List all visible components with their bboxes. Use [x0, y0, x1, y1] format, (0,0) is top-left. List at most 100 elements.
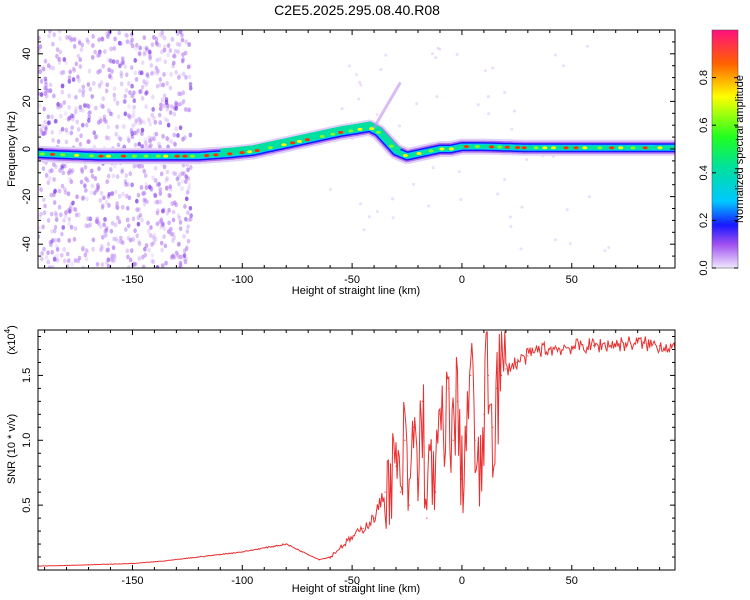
- noise-speck: [116, 215, 120, 221]
- noise-speck: [358, 80, 362, 84]
- noise-speck: [585, 44, 589, 48]
- noise-speck: [38, 69, 43, 75]
- noise-speck: [55, 47, 60, 53]
- noise-speck: [48, 82, 53, 88]
- noise-speck: [41, 224, 45, 230]
- noise-speck: [64, 139, 69, 145]
- noise-speck: [79, 179, 84, 185]
- noise-speck: [39, 187, 44, 193]
- snr-y-tick-label: 1.0: [21, 433, 33, 448]
- noise-speck: [67, 75, 72, 81]
- noise-speck: [49, 239, 54, 245]
- noise-speck: [107, 191, 112, 197]
- noise-speck: [160, 263, 165, 268]
- ridge-peak: [463, 145, 469, 149]
- noise-speck: [128, 114, 132, 120]
- noise-speck: [115, 238, 120, 244]
- noise-speck: [163, 116, 168, 122]
- noise-speck: [132, 98, 137, 104]
- snr-x-tick-label: -100: [231, 575, 253, 587]
- noise-speck: [430, 52, 434, 56]
- noise-speck: [100, 234, 105, 240]
- noise-speck: [147, 135, 152, 141]
- noise-speck: [119, 73, 124, 79]
- noise-speck: [184, 174, 188, 180]
- noise-speck: [145, 199, 150, 205]
- colorbar-tick-label: 0.8: [698, 70, 710, 85]
- snr-point: [285, 543, 287, 545]
- noise-speck: [134, 118, 139, 124]
- snr-point: [487, 374, 489, 377]
- noise-speck: [53, 164, 58, 170]
- noise-speck: [49, 167, 54, 173]
- noise-speck: [136, 215, 141, 220]
- noise-speck: [164, 178, 168, 184]
- noise-speck: [68, 69, 72, 75]
- noise-speck: [132, 163, 137, 169]
- noise-speck: [91, 43, 95, 48]
- noise-speck: [125, 248, 130, 254]
- noise-speck: [48, 88, 53, 94]
- noise-speck: [134, 76, 139, 82]
- spectrogram-y-tick-label: -20: [21, 189, 33, 205]
- noise-speck: [79, 47, 84, 53]
- noise-speck: [169, 72, 173, 77]
- noise-speck: [130, 182, 134, 188]
- noise-speck: [181, 57, 185, 62]
- noise-speck: [146, 228, 151, 234]
- noise-speck: [86, 118, 91, 123]
- noise-speck: [38, 214, 42, 220]
- noise-speck: [186, 167, 190, 173]
- noise-speck: [74, 106, 78, 112]
- noise-speck: [164, 100, 169, 105]
- noise-speck: [150, 42, 155, 48]
- noise-speck: [137, 163, 142, 169]
- noise-speck: [178, 42, 182, 47]
- noise-speck: [80, 122, 85, 128]
- snr-point: [465, 426, 467, 428]
- noise-speck: [136, 192, 141, 198]
- noise-speck: [178, 125, 183, 131]
- noise-speck: [50, 114, 54, 120]
- noise-speck: [162, 164, 167, 170]
- noise-speck: [510, 127, 514, 131]
- noise-speck: [169, 139, 174, 145]
- noise-speck: [148, 232, 153, 238]
- noise-speck: [186, 64, 191, 70]
- noise-speck: [160, 33, 164, 39]
- noise-speck: [165, 176, 169, 182]
- noise-speck: [95, 261, 100, 267]
- noise-speck: [47, 120, 52, 126]
- noise-speck: [158, 106, 163, 112]
- noise-speck: [111, 258, 115, 264]
- noise-speck: [42, 246, 46, 252]
- noise-speck: [176, 241, 181, 247]
- snr-point: [413, 426, 415, 428]
- noise-speck: [124, 182, 128, 187]
- noise-speck: [154, 131, 159, 137]
- snr-point: [417, 478, 419, 480]
- noise-speck: [168, 186, 173, 192]
- noise-speck: [55, 53, 59, 59]
- noise-speck: [113, 189, 118, 195]
- noise-speck: [142, 79, 146, 85]
- ridge-peak: [296, 139, 303, 143]
- noise-speck: [135, 162, 140, 168]
- snr-point: [448, 387, 450, 389]
- noise-speck: [178, 220, 183, 225]
- snr-point: [307, 553, 309, 556]
- noise-speck: [71, 77, 76, 82]
- noise-speck: [184, 216, 188, 222]
- noise-speck: [496, 192, 500, 196]
- noise-speck: [186, 64, 191, 70]
- noise-speck: [83, 183, 87, 189]
- noise-speck: [111, 59, 116, 65]
- ridge-peak: [542, 146, 548, 150]
- noise-speck: [120, 240, 125, 246]
- noise-speck: [52, 32, 56, 38]
- noise-speck: [179, 91, 183, 97]
- noise-speck: [75, 194, 79, 200]
- noise-speck: [131, 113, 136, 119]
- noise-speck: [186, 176, 191, 182]
- noise-speck: [113, 36, 117, 42]
